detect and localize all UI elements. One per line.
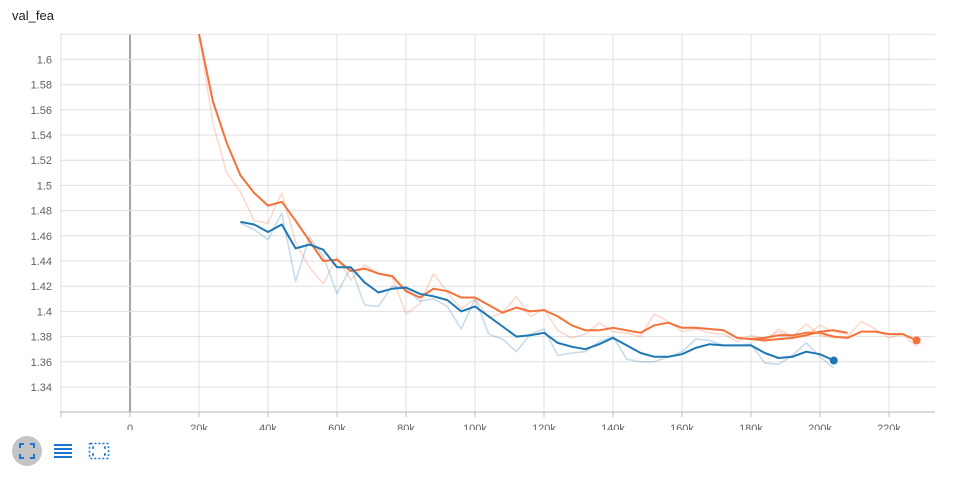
x-tick-label: 180k [739,423,763,430]
x-tick-label: 120k [532,423,556,430]
y-tick-label: 1.4 [37,306,52,318]
series-0-smoothed-line [199,34,917,340]
y-tick-label: 1.34 [31,382,52,394]
expand-icon [18,442,36,460]
x-tick-label: 0 [127,423,133,430]
series-0-raw-line [199,34,917,347]
fit-domain-button[interactable] [84,436,114,466]
fit-domain-icon [88,442,110,460]
y-tick-label: 1.52 [31,155,52,167]
chart-toolbar [12,436,114,466]
x-tick-label: 220k [877,423,901,430]
x-tick-label: 140k [601,423,625,430]
line-chart: 0 20k 40k 60k 80k 100k 120k 140k 160k 180k 200k 220… [0,0,972,430]
axes: 0 20k 40k 60k 80k 100k 120k 140k 160k 180k 200k 220… [31,54,935,430]
y-tick-label: 1.6 [37,54,52,66]
y-tick-label: 1.58 [31,80,52,92]
y-tick-label: 1.36 [31,357,52,369]
toggle-log-scale-button[interactable] [48,436,78,466]
y-tick-label: 1.46 [31,231,52,243]
series-2-end-point [830,357,838,365]
expand-chart-button[interactable] [12,436,42,466]
x-tick-label: 200k [808,423,832,430]
y-tick-label: 1.38 [31,332,52,344]
x-tick-label: 20k [190,423,208,430]
x-tick-label: 60k [328,423,346,430]
y-tick-label: 1.48 [31,206,52,218]
y-tick-label: 1.54 [31,130,52,142]
y-tick-label: 1.56 [31,105,52,117]
y-tick-label: 1.44 [31,256,52,268]
list-icon [53,442,73,460]
x-tick-label: 160k [670,423,694,430]
x-tick-label: 100k [463,423,487,430]
x-tick-label: 40k [259,423,277,430]
series-2-smoothed-line [240,222,833,361]
x-tick-label: 80k [397,423,415,430]
y-tick-label: 1.42 [31,281,52,293]
grid [60,34,935,412]
y-tick-label: 1.5 [37,180,52,192]
